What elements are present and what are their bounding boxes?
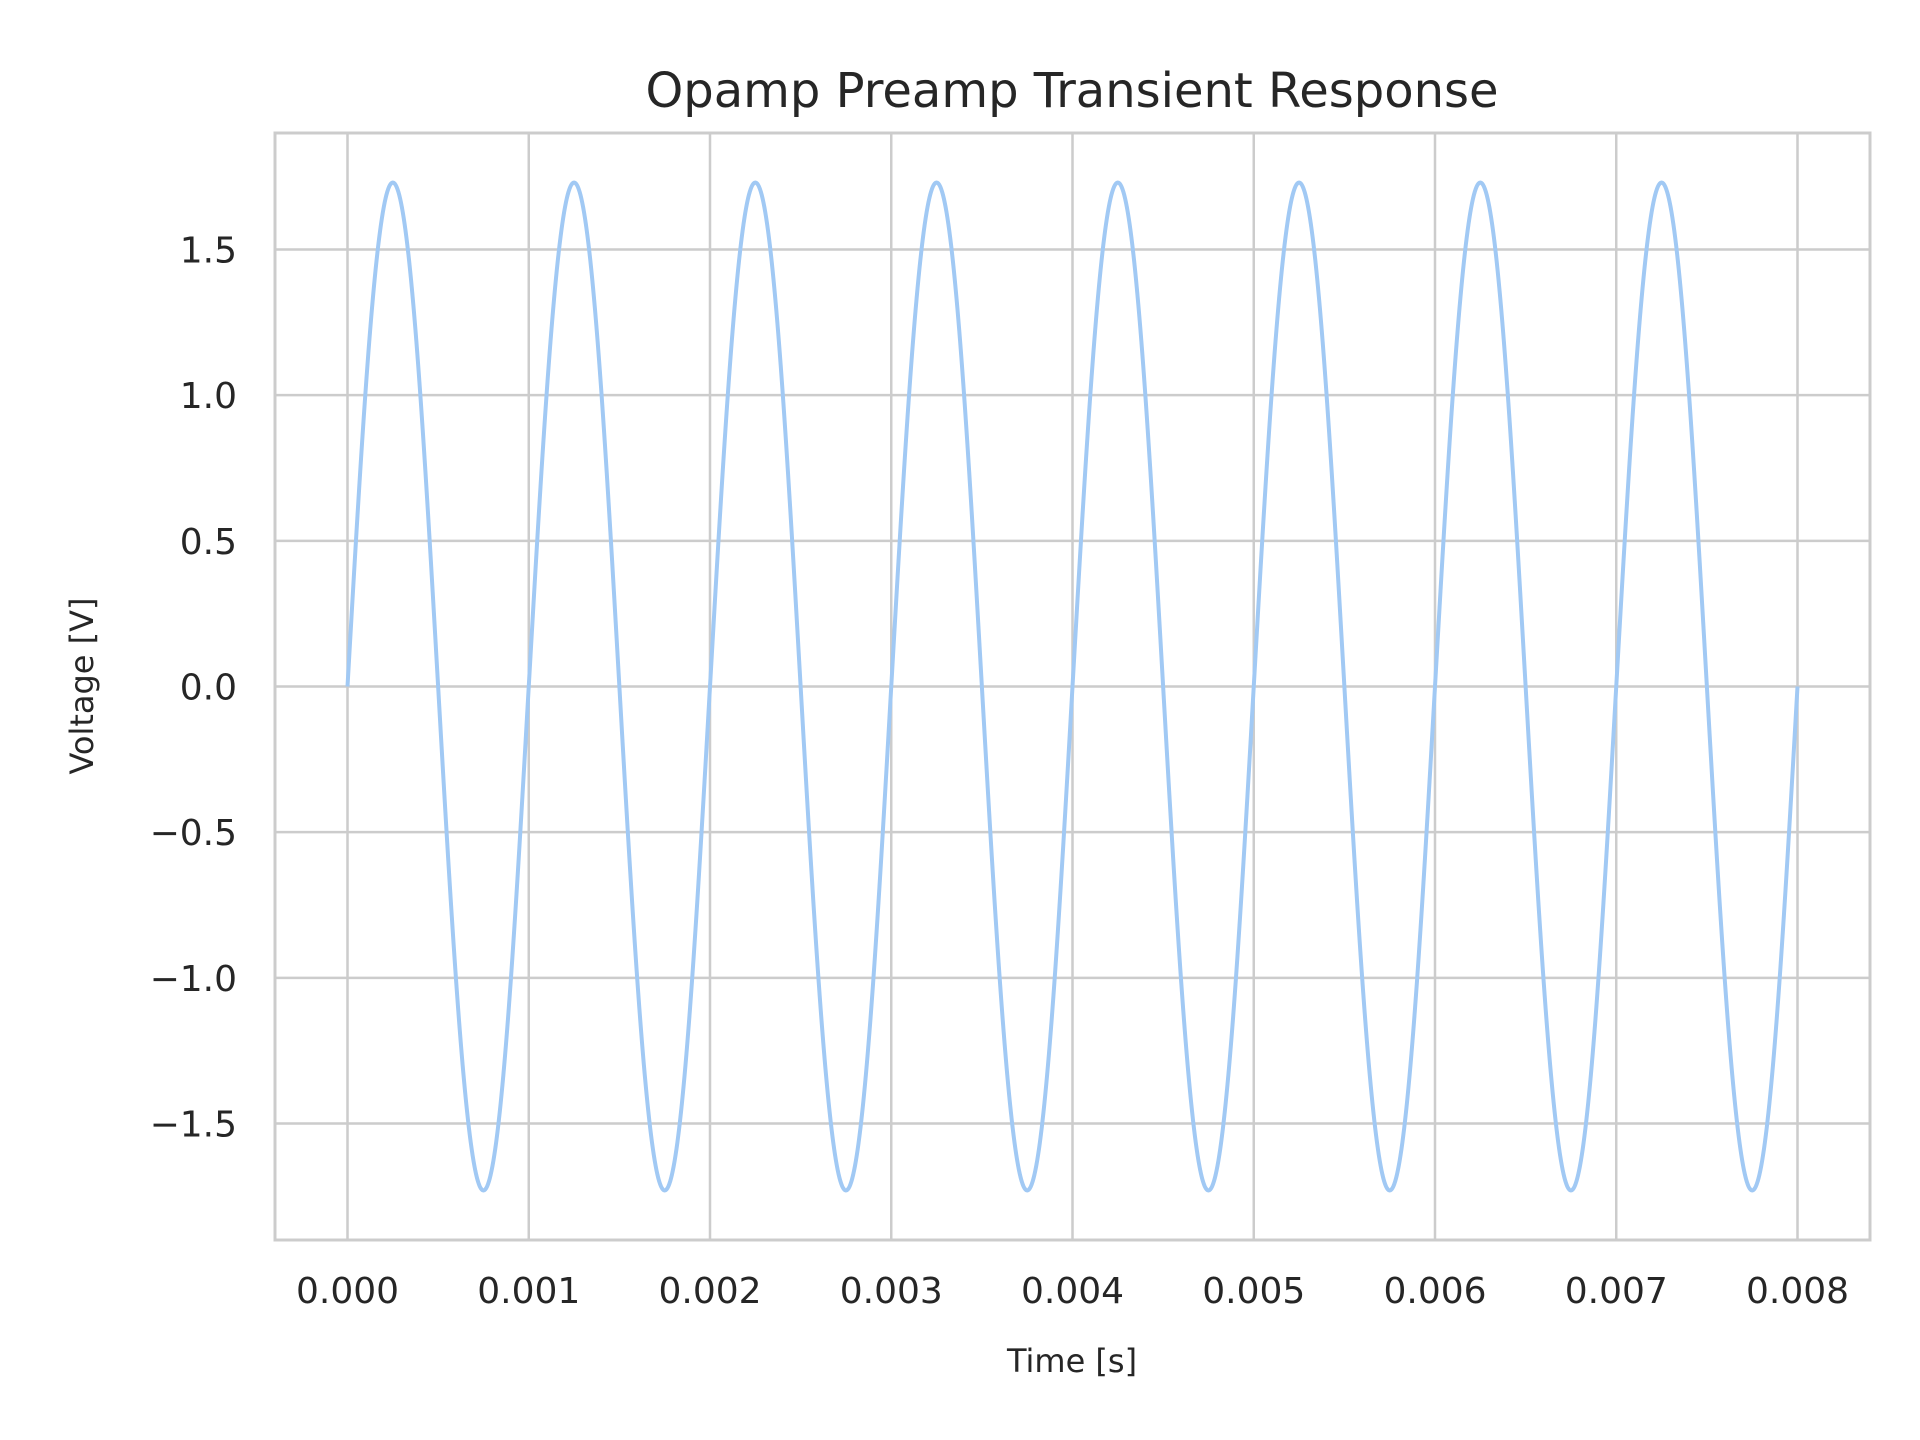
x-tick-label: 0.001	[477, 1271, 580, 1312]
x-tick-labels: 0.000 0.001 0.002 0.003 0.004 0.005 0.006 0.007…	[296, 1271, 1849, 1312]
y-tick-label: −0.5	[150, 813, 237, 854]
x-tick-label: 0.003	[840, 1271, 943, 1312]
y-tick-label: 0.0	[180, 668, 237, 709]
x-tick-label: 0.006	[1383, 1271, 1486, 1312]
series-layer	[345, 180, 1800, 1193]
y-tick-label: −1.5	[150, 1104, 237, 1145]
x-tick-label: 0.005	[1202, 1271, 1305, 1312]
series-line-0	[345, 180, 1800, 1193]
x-tick-label: 0.002	[658, 1271, 761, 1312]
plot-frame	[273, 131, 1872, 1242]
x-tick-label: 0.007	[1565, 1271, 1668, 1312]
y-tick-labels: −1.5 −1.0 −0.5 0.0 0.5 1.0 1.5	[150, 231, 237, 1146]
chart-title: Opamp Preamp Transient Response	[645, 63, 1498, 119]
x-axis-label: Time [s]	[1006, 1342, 1137, 1380]
y-tick-label: −1.0	[150, 959, 237, 1000]
y-tick-label: 1.0	[180, 376, 237, 417]
y-tick-label: 0.5	[180, 522, 237, 563]
x-tick-label: 0.008	[1746, 1271, 1849, 1312]
x-tick-label: 0.000	[296, 1271, 399, 1312]
y-axis-label: Voltage [V]	[63, 597, 101, 774]
y-tick-label: 1.5	[180, 231, 237, 272]
x-tick-label: 0.004	[1021, 1271, 1124, 1312]
